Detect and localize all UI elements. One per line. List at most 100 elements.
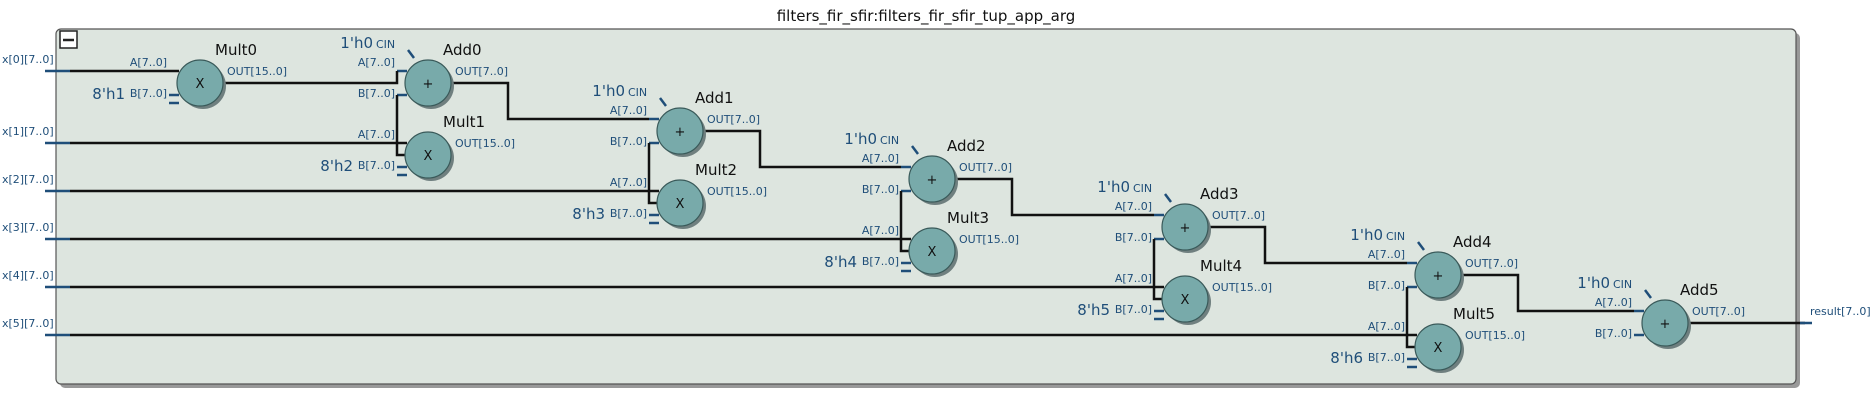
add-out-label-4: OUT[7..0] bbox=[1465, 257, 1518, 270]
add-a-label-1: A[7..0] bbox=[610, 104, 647, 117]
mult-const-1: 8'h2 bbox=[320, 157, 353, 175]
add-cin-pin-2 bbox=[911, 145, 919, 155]
add-cin-label-1: CIN bbox=[628, 86, 647, 99]
mult-4-symbol: X bbox=[1181, 293, 1190, 308]
mult-out-label-4: OUT[15..0] bbox=[1212, 281, 1272, 294]
mult-3-body bbox=[908, 227, 956, 275]
add-a-label-2: A[7..0] bbox=[862, 152, 899, 165]
add-a-label-4: A[7..0] bbox=[1368, 248, 1405, 261]
add-cin-const-5: 1'h0 bbox=[1577, 274, 1610, 292]
mult-out-label-2: OUT[15..0] bbox=[707, 185, 767, 198]
add-name-0: Add0 bbox=[443, 41, 482, 59]
wire-add4-add5 bbox=[1461, 273, 1634, 313]
mult-out-label-0: OUT[15..0] bbox=[227, 65, 287, 78]
add-cin-label-3: CIN bbox=[1133, 182, 1152, 195]
mult-name-5: Mult5 bbox=[1453, 305, 1495, 323]
mult-2-body bbox=[656, 179, 704, 227]
add-cin-const-0: 1'h0 bbox=[340, 34, 373, 52]
nodes: X X X X X X + + + + + + bbox=[176, 59, 1691, 373]
add-out-label-2: OUT[7..0] bbox=[959, 161, 1012, 174]
module-block bbox=[55, 28, 1797, 385]
add-5-body bbox=[1641, 299, 1689, 347]
mult-b-label-2: B[7..0] bbox=[610, 207, 647, 220]
mult-4-body bbox=[1161, 275, 1209, 323]
add-name-2: Add2 bbox=[947, 137, 986, 155]
mult-const-4: 8'h5 bbox=[1077, 301, 1110, 319]
input-port-label-5: x[5][7..0] bbox=[2, 317, 54, 330]
mult-const-3: 8'h4 bbox=[824, 253, 857, 271]
add-4-symbol: + bbox=[1433, 269, 1444, 284]
wire-add0-add1 bbox=[451, 81, 649, 121]
input-port-label-4: x[4][7..0] bbox=[2, 269, 54, 282]
add-cin-label-5: CIN bbox=[1613, 278, 1632, 291]
input-port-label-2: x[2][7..0] bbox=[2, 173, 54, 186]
add-cin-label-4: CIN bbox=[1386, 230, 1405, 243]
mult-5-symbol: X bbox=[1434, 341, 1443, 356]
mult-a-label-2: A[7..0] bbox=[610, 176, 647, 189]
add-cin-pin-5 bbox=[1644, 289, 1652, 299]
add-b-label-1: B[7..0] bbox=[610, 135, 647, 148]
add-a-label-3: A[7..0] bbox=[1115, 200, 1152, 213]
add-a-label-0: A[7..0] bbox=[358, 56, 395, 69]
mult-1-body bbox=[404, 131, 452, 179]
collapse-button[interactable] bbox=[59, 30, 78, 49]
labels: x[0][7..0] x[1][7..0] x[2][7..0] x[3][7..0]… bbox=[2, 34, 1871, 367]
add-5-symbol: + bbox=[1660, 317, 1671, 332]
add-cin-const-1: 1'h0 bbox=[592, 82, 625, 100]
add-b-label-3: B[7..0] bbox=[1115, 231, 1152, 244]
mult-b-label-0: B[7..0] bbox=[130, 87, 167, 100]
input-port-label-0: x[0][7..0] bbox=[2, 53, 54, 66]
wire-add3-add4 bbox=[1208, 225, 1407, 265]
mult-b-label-5: B[7..0] bbox=[1368, 351, 1405, 364]
mult-a-label-1: A[7..0] bbox=[358, 128, 395, 141]
wire-add2-add3 bbox=[955, 177, 1154, 217]
mult-name-0: Mult0 bbox=[215, 41, 257, 59]
add-name-5: Add5 bbox=[1680, 281, 1719, 299]
mult-name-1: Mult1 bbox=[443, 113, 485, 131]
add-cin-label-2: CIN bbox=[880, 134, 899, 147]
add-4-body bbox=[1414, 251, 1462, 299]
module-title: filters_fir_sfir:filters_fir_sfir_tup_ap… bbox=[777, 7, 1076, 26]
add-name-4: Add4 bbox=[1453, 233, 1492, 251]
add-cin-pin-4 bbox=[1417, 241, 1425, 251]
add-cin-label-0: CIN bbox=[376, 38, 395, 51]
add-out-label-0: OUT[7..0] bbox=[455, 65, 508, 78]
add-b-label-2: B[7..0] bbox=[862, 183, 899, 196]
mult-5-body bbox=[1414, 323, 1462, 371]
mult-name-4: Mult4 bbox=[1200, 257, 1242, 275]
add-2-symbol: + bbox=[927, 173, 938, 188]
add-b-label-4: B[7..0] bbox=[1368, 279, 1405, 292]
mult-0-body bbox=[176, 59, 224, 107]
add-3-body bbox=[1161, 203, 1209, 251]
wires bbox=[45, 49, 1812, 369]
mult-const-0: 8'h1 bbox=[92, 85, 125, 103]
add-out-label-1: OUT[7..0] bbox=[707, 113, 760, 126]
add-a-label-5: A[7..0] bbox=[1595, 296, 1632, 309]
mult-name-3: Mult3 bbox=[947, 209, 989, 227]
mult-b-label-3: B[7..0] bbox=[862, 255, 899, 268]
mult-0-symbol: X bbox=[196, 77, 205, 92]
add-cin-pin-3 bbox=[1164, 193, 1172, 203]
mult-a-label-4: A[7..0] bbox=[1115, 272, 1152, 285]
add-1-symbol: + bbox=[675, 125, 686, 140]
wire-mult0-add0 bbox=[223, 71, 399, 85]
mult-out-label-5: OUT[15..0] bbox=[1465, 329, 1525, 342]
mult-b-label-4: B[7..0] bbox=[1115, 303, 1152, 316]
add-cin-const-4: 1'h0 bbox=[1350, 226, 1383, 244]
add-3-symbol: + bbox=[1180, 221, 1191, 236]
mult-const-2: 8'h3 bbox=[572, 205, 605, 223]
mult-a-label-3: A[7..0] bbox=[862, 224, 899, 237]
add-out-label-5: OUT[7..0] bbox=[1692, 305, 1745, 318]
mult-a-label-5: A[7..0] bbox=[1368, 320, 1405, 333]
add-name-3: Add3 bbox=[1200, 185, 1239, 203]
output-port-label: result[7..0] bbox=[1810, 305, 1871, 318]
mult-3-symbol: X bbox=[928, 245, 937, 260]
add-cin-pin-1 bbox=[659, 97, 667, 107]
add-0-body bbox=[404, 59, 452, 107]
add-name-1: Add1 bbox=[695, 89, 734, 107]
mult-b-label-1: B[7..0] bbox=[358, 159, 395, 172]
mult-2-symbol: X bbox=[676, 197, 685, 212]
add-b-label-5: B[7..0] bbox=[1595, 327, 1632, 340]
wire-add1-add2 bbox=[703, 129, 901, 169]
